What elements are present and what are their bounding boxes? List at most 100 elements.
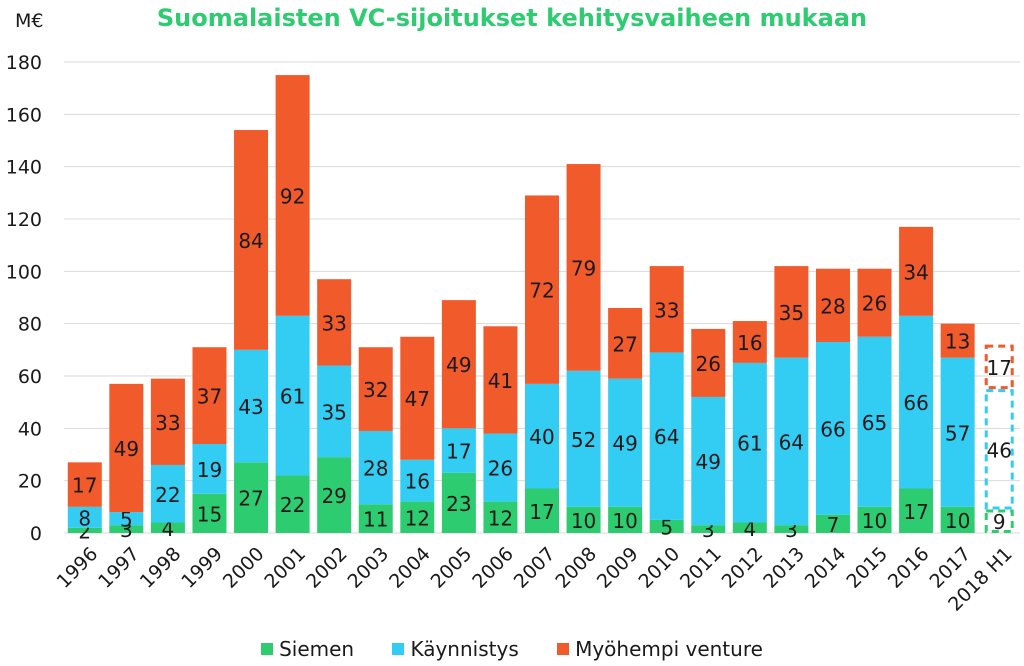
x-tick-label: 2014 bbox=[801, 543, 851, 593]
data-label-siemen: 29 bbox=[321, 484, 346, 508]
data-label-siemen: 11 bbox=[363, 508, 388, 532]
bar-segment-myohempi bbox=[525, 195, 559, 384]
x-tick-label: 2011 bbox=[676, 543, 726, 593]
data-label-siemen: 9 bbox=[993, 510, 1006, 534]
bar-segment-myohempi bbox=[67, 462, 102, 507]
bar-segment-kaynnistys bbox=[732, 362, 767, 523]
data-label-kaynnistys: 46 bbox=[986, 438, 1011, 462]
data-label-myohempi: 84 bbox=[238, 229, 263, 253]
data-label-kaynnistys: 66 bbox=[903, 391, 928, 415]
x-tick-label: 2009 bbox=[593, 543, 643, 593]
bar-segment-kaynnistys bbox=[400, 459, 435, 502]
y-tick-label: 180 bbox=[6, 52, 42, 74]
bar-segment-myohempi bbox=[234, 130, 269, 350]
x-tick-label: 2013 bbox=[759, 543, 809, 593]
bar-segment-myohempi bbox=[441, 300, 476, 429]
data-label-kaynnistys: 5 bbox=[120, 508, 133, 532]
bar-segment-kaynnistys bbox=[317, 365, 352, 458]
y-tick-label: 120 bbox=[6, 209, 42, 231]
bar-segment-kaynnistys bbox=[774, 357, 809, 526]
data-label-myohempi: 28 bbox=[820, 294, 845, 318]
data-label-kaynnistys: 16 bbox=[405, 470, 430, 494]
bar-segment-siemen bbox=[234, 462, 269, 533]
bar-segment-siemen bbox=[984, 509, 1014, 534]
legend: Siemen Käynnistys Myöhempi venture bbox=[0, 636, 1024, 661]
data-label-kaynnistys: 61 bbox=[737, 432, 762, 456]
bar-segment-siemen bbox=[608, 506, 643, 533]
y-tick-label: 0 bbox=[30, 523, 42, 545]
bar-segment-siemen bbox=[275, 475, 310, 533]
bar-segment-kaynnistys bbox=[109, 512, 144, 526]
bar-segment-siemen bbox=[857, 506, 892, 533]
y-tick-label: 160 bbox=[6, 104, 42, 126]
x-tick-label: 2012 bbox=[718, 543, 768, 593]
bar-segment-kaynnistys bbox=[566, 370, 601, 507]
legend-swatch-kaynnistys bbox=[392, 643, 405, 655]
bar-segment-myohempi bbox=[566, 164, 601, 371]
data-label-myohempi: 33 bbox=[654, 298, 679, 322]
bar-segment-myohempi bbox=[732, 321, 767, 363]
data-label-kaynnistys: 52 bbox=[571, 428, 596, 452]
x-tick-label: 1999 bbox=[177, 543, 227, 593]
x-tick-label: 1998 bbox=[136, 543, 186, 593]
bar-segment-siemen bbox=[940, 506, 975, 533]
bar-segment-siemen bbox=[691, 525, 726, 533]
bar-segment-kaynnistys bbox=[441, 428, 476, 473]
data-label-kaynnistys: 64 bbox=[779, 430, 804, 454]
bar-segment-myohempi bbox=[691, 328, 726, 397]
x-tick-label: 2004 bbox=[385, 543, 435, 593]
data-label-kaynnistys: 43 bbox=[238, 395, 263, 419]
legend-item-siemen: Siemen bbox=[261, 637, 354, 661]
data-label-siemen: 23 bbox=[446, 492, 471, 516]
bar-segment-siemen bbox=[400, 501, 435, 533]
bar-segment-kaynnistys bbox=[275, 315, 310, 476]
bar-segment-kaynnistys bbox=[691, 396, 726, 526]
bar-segment-siemen bbox=[150, 522, 185, 533]
data-label-myohempi: 92 bbox=[280, 184, 305, 208]
bar-segment-siemen bbox=[441, 472, 476, 533]
y-tick-label: 80 bbox=[18, 314, 42, 336]
data-label-kaynnistys: 35 bbox=[321, 400, 346, 424]
data-label-myohempi: 16 bbox=[737, 331, 762, 355]
data-label-kaynnistys: 57 bbox=[945, 421, 970, 445]
x-tick-label: 2010 bbox=[634, 543, 684, 593]
bar-segment-kaynnistys bbox=[234, 349, 269, 463]
bar-segment-kaynnistys bbox=[857, 336, 892, 507]
legend-item-kaynnistys: Käynnistys bbox=[392, 637, 519, 661]
data-label-kaynnistys: 49 bbox=[612, 432, 637, 456]
data-label-siemen: 12 bbox=[405, 506, 430, 530]
bar-segment-myohempi bbox=[400, 336, 435, 460]
y-tick-label: 140 bbox=[6, 157, 42, 179]
data-label-kaynnistys: 49 bbox=[696, 450, 721, 474]
bar-segment-siemen bbox=[649, 519, 684, 533]
bar-segment-kaynnistys bbox=[649, 352, 684, 520]
bar-segment-myohempi bbox=[899, 226, 934, 316]
legend-swatch-siemen bbox=[261, 643, 274, 655]
bar-segment-siemen bbox=[899, 488, 934, 533]
bar-segment-myohempi bbox=[483, 326, 518, 434]
bar-segment-kaynnistys bbox=[815, 341, 850, 515]
x-tick-label: 2000 bbox=[219, 543, 269, 593]
data-label-siemen: 7 bbox=[827, 513, 840, 537]
legend-swatch-myohempi bbox=[557, 643, 570, 655]
data-label-kaynnistys: 8 bbox=[78, 506, 91, 530]
data-label-kaynnistys: 17 bbox=[446, 440, 471, 464]
bar-segment-kaynnistys bbox=[525, 383, 559, 489]
x-tick-label: 2002 bbox=[302, 543, 352, 593]
data-label-myohempi: 26 bbox=[862, 292, 887, 316]
x-tick-label: 2007 bbox=[510, 543, 560, 593]
data-label-myohempi: 13 bbox=[945, 330, 970, 354]
data-label-kaynnistys: 28 bbox=[363, 457, 388, 481]
data-label-myohempi: 41 bbox=[488, 369, 513, 393]
data-label-kaynnistys: 66 bbox=[820, 417, 845, 441]
x-tick-label: 1997 bbox=[94, 543, 144, 593]
data-label-myohempi: 27 bbox=[612, 332, 637, 356]
data-label-myohempi: 32 bbox=[363, 378, 388, 402]
bar-segment-siemen bbox=[109, 525, 144, 533]
data-label-kaynnistys: 64 bbox=[654, 425, 679, 449]
bar-segment-kaynnistys bbox=[984, 389, 1014, 510]
data-label-myohempi: 49 bbox=[446, 353, 471, 377]
bar-segment-kaynnistys bbox=[608, 378, 643, 507]
bar-segment-myohempi bbox=[774, 266, 809, 358]
